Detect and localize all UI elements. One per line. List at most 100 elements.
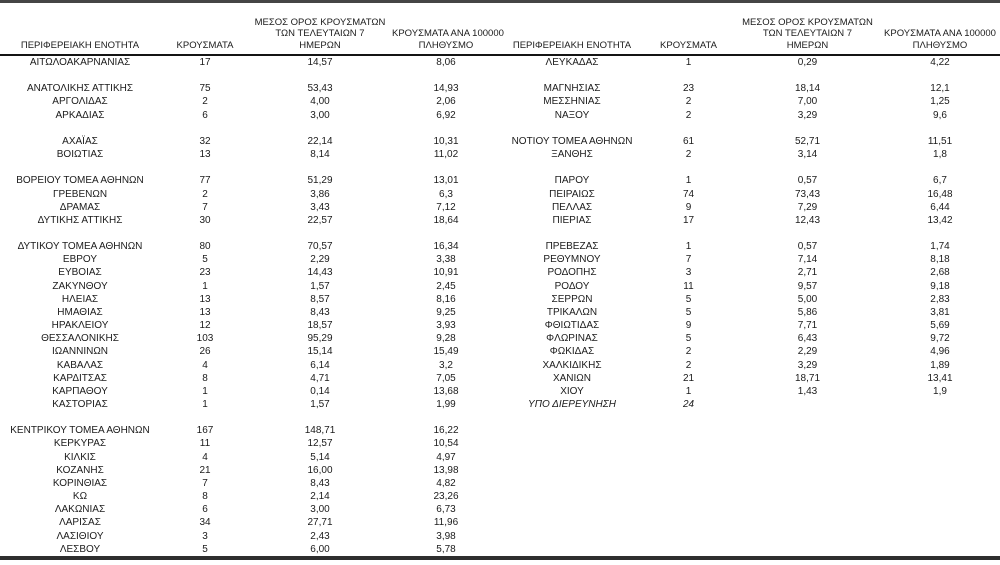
region-cell-left: ΑΝΑΤΟΛΙΚΗΣ ΑΤΤΙΚΗΣ — [26, 83, 134, 95]
per100k-cell-left: 6,3 — [439, 188, 453, 200]
region-cell-right — [502, 122, 642, 135]
avg7-cell-left: 5,14 — [310, 451, 330, 463]
avg7-cell-left: 53,43 — [307, 83, 333, 95]
cases-cell-right: 23 — [682, 83, 695, 95]
cases-cell-left: 1 — [202, 280, 208, 292]
avg7-cell-left — [250, 161, 390, 174]
per100k-cell-left: 9,28 — [436, 333, 456, 345]
cases-cell-right — [642, 411, 735, 424]
table-row: ΛΑΣΙΘΙΟΥ 3 2,43 3,98 — [0, 530, 1000, 543]
cases-cell-right — [642, 464, 735, 477]
avg7-cell-left: 22,57 — [307, 214, 333, 226]
region-cell-left: ΗΛΕΙΑΣ — [61, 293, 99, 305]
avg7-cell-right — [735, 411, 880, 424]
region-cell-right — [502, 516, 642, 529]
cases-cell-right: 3 — [685, 267, 692, 279]
region-cell-left: ΒΟΡΕΙΟΥ ΤΟΜΕΑ ΑΘΗΝΩΝ — [16, 175, 144, 187]
cases-cell-left: 103 — [196, 333, 214, 345]
per100k-cell-right — [880, 464, 1000, 477]
per100k-cell-left — [390, 227, 502, 240]
per100k-cell-left: 18,64 — [433, 214, 459, 226]
avg7-cell-right: 18,14 — [794, 83, 821, 95]
per100k-cell-left — [390, 161, 502, 174]
region-cell-right: ΠΕΙΡΑΙΩΣ — [549, 188, 595, 200]
cases-cell-right: 5 — [685, 293, 692, 305]
table-row: ΚΑΡΠΑΘΟΥ 1 0,14 13,68 ΧΙΟΥ 1 1,43 1,9 — [0, 385, 1000, 398]
region-cell-right — [502, 543, 642, 556]
region-cell-left — [0, 69, 160, 82]
per100k-cell-right — [880, 69, 1000, 82]
region-cell-left: ΚΑΡΔΙΤΣΑΣ — [53, 372, 107, 384]
header-per100k-left: ΚΡΟΥΣΜΑΤΑ ΑΝΑ 100000 ΠΛΗΘΥΣΜΟ — [390, 3, 504, 56]
region-cell-left: ΕΥΒΟΙΑΣ — [58, 267, 102, 279]
region-cell-left: ΛΑΡΙΣΑΣ — [59, 517, 101, 529]
per100k-cell-right: 1,89 — [930, 359, 950, 371]
region-cell-left: ΖΑΚΥΝΘΟΥ — [52, 280, 108, 292]
cases-cell-right: 1 — [685, 385, 692, 397]
cases-cell-left: 5 — [202, 543, 208, 555]
table-row: ΚΑΡΔΙΤΣΑΣ 8 4,71 7,05 ΧΑΝΙΩΝ 21 18,71 13,41 — [0, 372, 1000, 385]
region-cell-right: ΦΘΙΩΤΙΔΑΣ — [544, 320, 600, 332]
header-per100k-right-line2: ΠΛΗΘΥΣΜΟ — [912, 39, 968, 51]
avg7-cell-right: 1,43 — [797, 385, 818, 397]
table-row: ΑΝΑΤΟΛΙΚΗΣ ΑΤΤΙΚΗΣ 75 53,43 14,93 ΜΑΓΝΗΣΙΑΣ 2… — [0, 82, 1000, 95]
table-row: ΒΟΙΩΤΙΑΣ 13 8,14 11,02 ΞΑΝΘΗΣ 2 3,14 1,8 — [0, 148, 1000, 161]
cases-cell-right: 1 — [685, 175, 692, 187]
cases-cell-left: 7 — [202, 201, 208, 213]
cases-cell-left: 13 — [199, 306, 211, 318]
per100k-cell-left — [390, 69, 502, 82]
header-avg7-left-line3: ΗΜΕΡΩΝ — [299, 39, 341, 51]
table-row: ΓΡΕΒΕΝΩΝ 2 3,86 6,3 ΠΕΙΡΑΙΩΣ 74 73,43 16,48 — [0, 188, 1000, 201]
avg7-cell-left: 27,71 — [307, 517, 333, 529]
table-row: ΔΡΑΜΑΣ 7 3,43 7,12 ΠΕΛΛΑΣ 9 7,29 6,44 — [0, 201, 1000, 214]
table-row: ΚΑΒΑΛΑΣ 4 6,14 3,2 ΧΑΛΚΙΔΙΚΗΣ 2 3,29 1,89 — [0, 359, 1000, 372]
region-cell-left — [0, 122, 160, 135]
region-cell-right — [502, 411, 642, 424]
per100k-cell-left: 11,02 — [433, 149, 459, 161]
header-region-left-label: ΠΕΡΙΦΕΡΕΙΑΚΗ ΕΝΟΤΗΤΑ — [20, 39, 140, 51]
avg7-cell-right: 0,29 — [797, 57, 818, 68]
per100k-cell-left — [390, 122, 502, 135]
per100k-cell-left: 15,49 — [433, 346, 459, 358]
per100k-cell-left — [390, 411, 502, 424]
per100k-cell-left: 14,93 — [433, 83, 459, 95]
per100k-cell-left: 16,34 — [433, 241, 459, 253]
avg7-cell-left: 3,00 — [310, 504, 330, 516]
cases-cell-left: 1 — [202, 385, 208, 397]
table-row — [0, 227, 1000, 240]
avg7-cell-right: 5,00 — [797, 293, 818, 305]
cases-cell-left: 2 — [202, 96, 208, 108]
region-cell-left: ΚΑΣΤΟΡΙΑΣ — [52, 399, 108, 410]
per100k-cell-right — [880, 490, 1000, 503]
per100k-cell-right: 16,48 — [927, 188, 953, 200]
cases-cell-right: 17 — [682, 214, 695, 226]
per100k-cell-left: 13,01 — [433, 175, 459, 187]
table-row — [0, 161, 1000, 174]
avg7-cell-right — [735, 437, 880, 450]
table-row: ΗΡΑΚΛΕΙΟΥ 12 18,57 3,93 ΦΘΙΩΤΙΔΑΣ 9 7,71 5,69 — [0, 319, 1000, 332]
per100k-cell-right — [880, 122, 1000, 135]
avg7-cell-left: 15,14 — [307, 346, 333, 358]
per100k-cell-left: 1,99 — [436, 399, 456, 410]
header-cases-right: ΚΡΟΥΣΜΑΤΑ — [642, 3, 735, 56]
cases-cell-left: 1 — [202, 399, 208, 410]
avg7-cell-right: 2,71 — [797, 267, 818, 279]
cases-cell-right: 2 — [685, 346, 692, 358]
cases-cell-left: 6 — [202, 109, 208, 121]
table-row — [0, 122, 1000, 135]
cases-cell-right: 61 — [682, 135, 695, 147]
avg7-cell-left: 3,00 — [310, 109, 330, 121]
cases-cell-right: 9 — [685, 320, 692, 332]
per100k-cell-right: 5,69 — [930, 320, 950, 332]
per100k-cell-left: 7,05 — [436, 372, 456, 384]
cases-cell-left: 2 — [202, 188, 208, 200]
region-cell-right — [502, 464, 642, 477]
avg7-cell-right — [735, 530, 880, 543]
per100k-cell-right: 9,6 — [933, 109, 947, 121]
per100k-cell-right — [880, 161, 1000, 174]
avg7-cell-left: 18,57 — [307, 320, 333, 332]
per100k-cell-left: 6,73 — [436, 504, 456, 516]
avg7-cell-left: 51,29 — [307, 175, 333, 187]
table-row: ΒΟΡΕΙΟΥ ΤΟΜΕΑ ΑΘΗΝΩΝ 77 51,29 13,01 ΠΑΡΟΥ 1 0,… — [0, 174, 1000, 187]
cases-cell-right: 5 — [685, 306, 692, 318]
